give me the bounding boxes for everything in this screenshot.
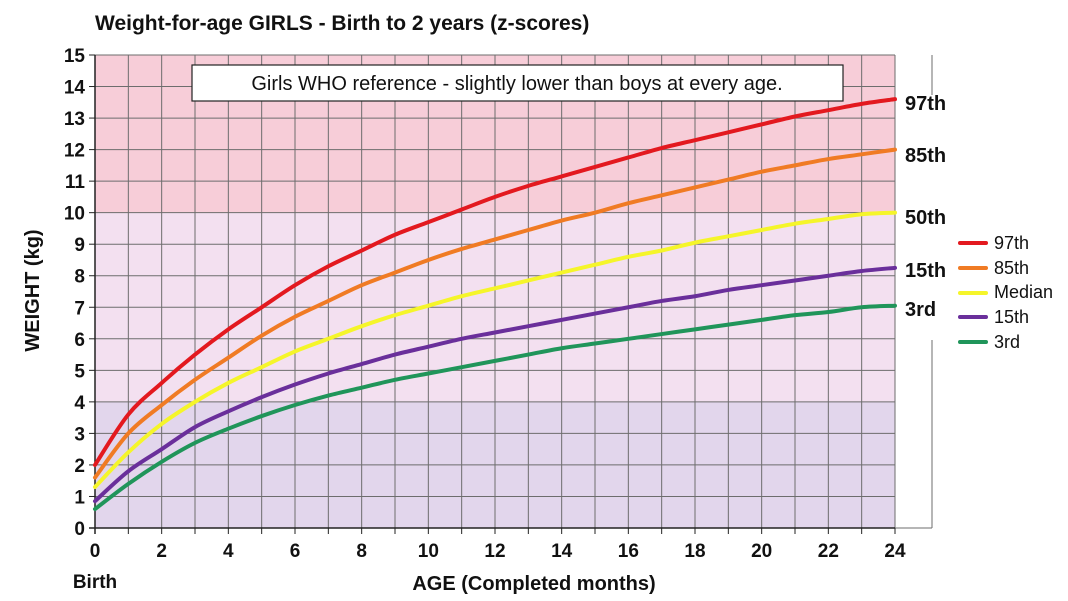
legend-item: 97th xyxy=(958,231,1053,256)
y-tick-label: 15 xyxy=(64,46,86,67)
y-tick-label: 14 xyxy=(64,78,86,99)
y-tick-label: 11 xyxy=(65,172,86,193)
x-tick-label: 22 xyxy=(818,541,839,562)
x-tick-label: 8 xyxy=(356,541,367,562)
x-sub-label-birth: Birth xyxy=(73,572,117,593)
series-line-97th xyxy=(93,97,897,467)
y-tick-label: 1 xyxy=(74,487,85,508)
y-tick-label: 5 xyxy=(74,361,85,382)
y-tick-label: 12 xyxy=(64,141,85,162)
x-tick-label: 18 xyxy=(684,541,705,562)
x-axis-title: AGE (Completed months) xyxy=(412,573,655,595)
series-end-label: 3rd xyxy=(905,299,936,321)
legend-item: 3rd xyxy=(958,330,1053,355)
chart-title: Weight-for-age GIRLS - Birth to 2 years … xyxy=(95,12,590,35)
y-tick-label: 2 xyxy=(74,456,85,477)
legend-item: 15th xyxy=(958,305,1053,330)
legend-label: 97th xyxy=(994,232,1030,253)
y-tick-label: 3 xyxy=(74,424,85,445)
legend-label: 85th xyxy=(994,257,1030,278)
annotation-box: Girls WHO reference - slightly lower tha… xyxy=(191,64,844,102)
y-tick-label: 6 xyxy=(74,330,85,351)
x-tick-label: 2 xyxy=(156,541,167,562)
legend-label: 3rd xyxy=(994,331,1021,352)
x-tick-label: 4 xyxy=(223,541,234,562)
y-tick-label: 8 xyxy=(74,267,85,288)
y-tick-label: 13 xyxy=(64,109,85,130)
legend-swatch xyxy=(958,315,988,320)
x-tick-label: 24 xyxy=(884,541,906,562)
x-tick-label: 6 xyxy=(290,541,301,562)
series-end-label: 85th xyxy=(905,145,946,167)
series-line-3rd xyxy=(93,303,897,512)
legend-swatch xyxy=(958,241,988,246)
y-axis-title: WEIGHT (kg) xyxy=(22,229,44,351)
legend-label: 15th xyxy=(994,306,1030,327)
series-line-median xyxy=(93,210,897,490)
legend-swatch xyxy=(958,266,988,271)
legend-swatch xyxy=(958,340,988,345)
y-tick-label: 4 xyxy=(74,393,85,414)
legend-item: Median xyxy=(958,280,1053,305)
series-end-label: 15th xyxy=(905,260,946,282)
annotation-frame xyxy=(191,64,844,102)
y-tick-label: 9 xyxy=(74,235,85,256)
y-tick-label: 10 xyxy=(64,204,85,225)
x-tick-label: 14 xyxy=(551,541,573,562)
x-tick-label: 10 xyxy=(418,541,439,562)
legend-label: Median xyxy=(994,282,1054,303)
y-tick-label: 0 xyxy=(74,519,85,540)
y-tick-label: 7 xyxy=(74,298,85,319)
series-line-85th xyxy=(93,147,897,480)
series-line-15th xyxy=(93,265,897,504)
x-tick-label: 16 xyxy=(618,541,639,562)
annotation-text: Girls WHO reference - slightly lower tha… xyxy=(251,73,782,95)
x-tick-label: 12 xyxy=(484,541,505,562)
legend-item: 85th xyxy=(958,256,1053,281)
legend: 97th 85th Median 15th 3rd xyxy=(958,231,1053,354)
series-end-label: 50th xyxy=(905,207,946,229)
series-end-label: 97th xyxy=(905,93,946,115)
x-tick-label: 20 xyxy=(751,541,772,562)
x-tick-label: 0 xyxy=(90,541,101,562)
legend-swatch xyxy=(958,290,988,295)
